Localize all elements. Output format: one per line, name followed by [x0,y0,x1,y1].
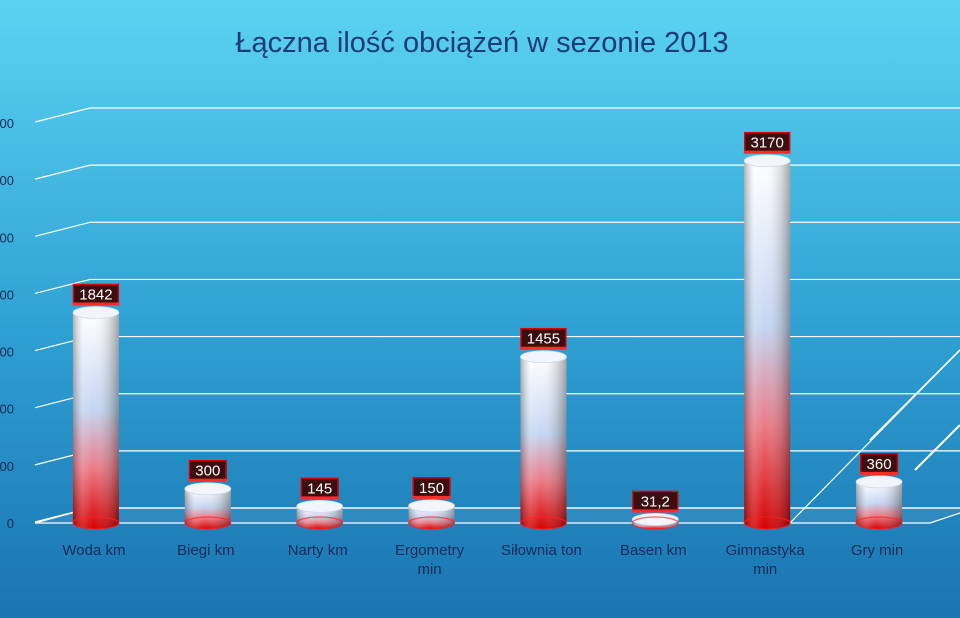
svg-text:145: 145 [307,480,332,497]
data-labels: 1842 300 145 150 1455 31,2 3170 360 [72,131,899,513]
bar [855,475,903,530]
y-axis-ticks: 0 500 1000 1500 2000 2500 3000 3500 [0,116,14,531]
data-label: 31,2 [631,490,679,513]
gridline [34,164,960,180]
x-tick-label: Siłownia ton [501,542,582,559]
x-tick-label: Woda km [62,542,125,559]
gridline [34,107,960,123]
data-label: 300 [188,459,228,482]
y-tick-label: 0 [7,516,14,531]
chart-floor [34,507,960,524]
bar [407,499,456,530]
x-tick-label: Basen km [620,542,687,559]
bar [519,350,568,530]
svg-text:150: 150 [419,480,444,497]
x-tick-label: Ergometry min [395,542,465,578]
svg-text:1842: 1842 [79,286,112,303]
x-tick-label: Biegi km [177,542,235,559]
chart-title: Łączna ilość obciążeń w sezonie 2013 [235,27,728,59]
bar [296,500,344,530]
y-tick-label: 2500 [0,230,14,245]
bar [72,306,120,530]
x-tick-label: Gry min [851,542,904,559]
data-label: 1842 [72,283,120,306]
x-tick-label: Gimnastyka min [726,542,806,578]
bar [743,154,791,530]
right-edge-lines [789,349,960,524]
bar [631,513,679,530]
gridline [34,221,960,237]
y-tick-label: 500 [0,459,14,474]
y-tick-label: 1000 [0,402,14,417]
svg-text:300: 300 [195,463,220,480]
data-label: 3170 [743,131,791,154]
x-axis-ticks: Woda km Biegi km Narty km Ergometry min Siłow… [62,542,903,578]
y-tick-label: 3000 [0,173,14,188]
y-tick-label: 3500 [0,116,14,131]
svg-text:31,2: 31,2 [641,493,670,510]
data-label: 145 [300,477,339,500]
bar [184,482,232,530]
data-label: 150 [412,477,451,499]
y-tick-label: 1500 [0,345,14,360]
svg-text:360: 360 [867,456,892,473]
bars [72,154,903,530]
svg-text:3170: 3170 [751,135,784,152]
data-label: 1455 [520,327,567,350]
gridline [34,278,960,295]
x-tick-label: Narty km [288,542,348,559]
svg-text:1455: 1455 [527,331,560,348]
data-label: 360 [859,453,899,475]
y-tick-label: 2000 [0,287,14,302]
